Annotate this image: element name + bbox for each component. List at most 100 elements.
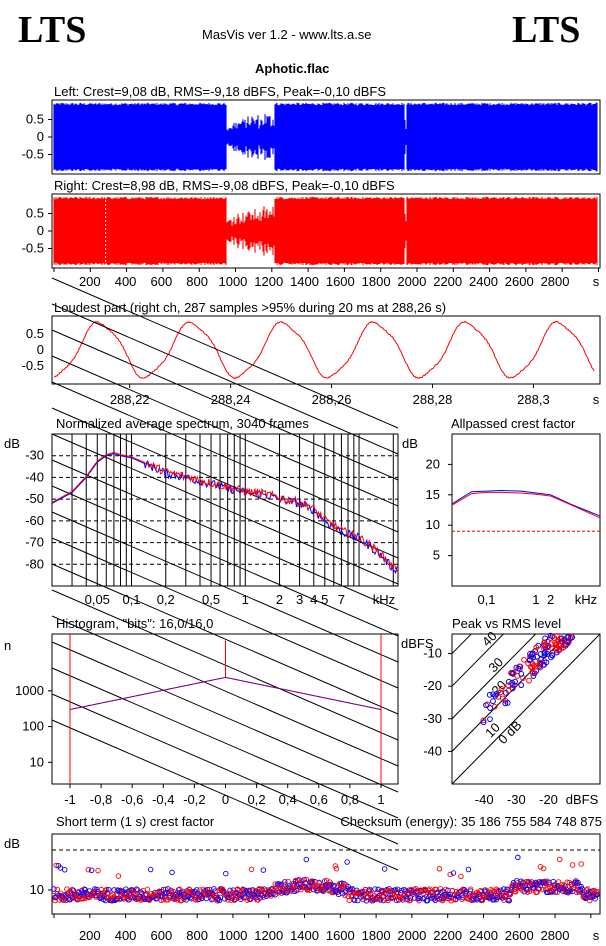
spectrum-xtick: 0,05 (85, 592, 110, 607)
peakrms-diagonal (451, 633, 504, 687)
shortcrest-point-right (227, 890, 233, 897)
histogram-xtick: -0,6 (121, 792, 143, 807)
shortcrest-point-right (366, 887, 373, 894)
peakrms-point (543, 659, 550, 666)
waveform-xtick: 2200 (433, 274, 462, 289)
peakrms-point (487, 716, 493, 723)
shortcrest-point-left (506, 897, 512, 904)
spectrum-diagonal (51, 329, 399, 481)
shortcrest-point-right (270, 891, 276, 897)
shortcrest-point-right (303, 876, 310, 883)
peakrms-point (509, 670, 516, 676)
histogram-xtick: -0,4 (152, 792, 174, 807)
waveform-xtick: 2000 (397, 274, 426, 289)
shortcrest-point-right (115, 873, 122, 879)
shortcrest-point-left (486, 894, 492, 901)
peakrms-point (533, 644, 540, 651)
peakrms-point (530, 654, 537, 661)
left-waveform-ytick: 0 (37, 129, 44, 144)
shortcrest-point-left (51, 886, 57, 892)
shortcrest-point-right (467, 886, 474, 892)
peakrms-xtick: -30 (507, 792, 526, 807)
shortcrest-point-left (352, 893, 359, 900)
peakrms-point (538, 656, 545, 663)
shortcrest-point-left (232, 896, 239, 902)
crest-ytick: 20 (426, 456, 440, 471)
spectrum-xtick: 4 (310, 592, 317, 607)
peakrms-point (490, 691, 497, 698)
left-waveform-ytick: 0.5 (26, 112, 44, 127)
waveform-xtick: 400 (115, 274, 137, 289)
shortcrest-point-right (569, 862, 576, 868)
peakrms-point (544, 650, 551, 657)
right-waveform-ytick: -0.5 (22, 241, 44, 256)
histogram-ylabel: n (4, 638, 11, 653)
shortcrest-xtick: 2800 (541, 928, 570, 943)
shortcrest-point-right (584, 886, 591, 892)
peakrms-ylabel: dBFS (401, 636, 434, 651)
spectrum-diagonal (51, 537, 399, 689)
shortcrest-point-right (573, 879, 579, 886)
peakrms-point (527, 650, 533, 657)
shortcrest-point-left (277, 881, 284, 888)
peakrms-point (498, 685, 505, 692)
peakrms-point (541, 642, 548, 649)
shortcrest-point-right (482, 887, 489, 893)
spectrum-xtick: 7 (338, 592, 345, 607)
right-waveform-signal (53, 196, 598, 266)
left-waveform-signal (53, 102, 598, 172)
loudest-xtick: 288,24 (211, 392, 251, 407)
peakrms-ytick: -40 (423, 743, 442, 758)
peakrms-point (568, 633, 574, 640)
shortcrest-point-left (223, 870, 229, 877)
shortcrest-point-left (424, 897, 431, 904)
loudest-frame (51, 315, 601, 385)
crest-xunit: kHz (575, 592, 597, 607)
histogram-left-series (69, 676, 382, 711)
spectrum-diagonal (51, 459, 399, 611)
shortcrest-point-left (260, 867, 267, 873)
shortcrest-point-right (54, 886, 60, 893)
shortcrest-point-right (539, 886, 546, 893)
shortcrest-point-left (575, 879, 581, 886)
crest-xtick: 0,1 (477, 592, 495, 607)
shortcrest-point-right (310, 878, 316, 884)
histogram-xtick: -0,8 (90, 792, 112, 807)
spectrum-diagonal (51, 381, 399, 533)
waveform-xtick: 2400 (469, 274, 498, 289)
shortcrest-point-left (169, 869, 175, 876)
shortcrest-point-left (88, 867, 95, 874)
peakrms-diag-label: 30 (485, 654, 506, 675)
shortcrest-point-left (465, 866, 472, 873)
peakrms-point (565, 634, 572, 641)
peakrms-xunit: dBFS (566, 792, 599, 807)
histogram-xtick: 0,8 (341, 792, 359, 807)
peakrms-point (509, 685, 516, 692)
peakrms-point (530, 670, 536, 676)
histogram-right-series (69, 676, 382, 711)
peakrms-point (504, 699, 511, 706)
histogram-ytick: 1000 (15, 683, 44, 698)
shortcrest-xtick: s (593, 928, 600, 943)
shortcrest-xtick: 800 (186, 928, 208, 943)
shortcrest-point-right (248, 866, 255, 873)
spectrum-right-series (51, 452, 399, 572)
shortcrest-point-left (147, 866, 154, 873)
peakrms-point (512, 678, 518, 685)
peakrms-point (529, 651, 536, 658)
crest-ytick: 5 (433, 548, 440, 563)
peakrms-point (554, 633, 560, 639)
waveform-xtick: 600 (151, 274, 173, 289)
peakrms-point (505, 682, 512, 689)
shortcrest-point-right (447, 871, 453, 878)
peakrms-xtick: -20 (539, 792, 558, 807)
histogram-title: Histogram, "bits": 16,0/16,0 (56, 616, 213, 631)
right-waveform-title: Right: Crest=8,98 dB, RMS=-9,08 dBFS, Pe… (54, 178, 395, 193)
waveform-xtick: 1800 (362, 274, 391, 289)
shortcrest-point-right (436, 866, 443, 872)
shortcrest-point-right (367, 890, 374, 897)
shortcrest-point-right (95, 867, 101, 874)
shortcrest-point-right (258, 886, 264, 892)
peakrms-point (565, 640, 572, 646)
peakrms-diagonal (451, 633, 472, 654)
